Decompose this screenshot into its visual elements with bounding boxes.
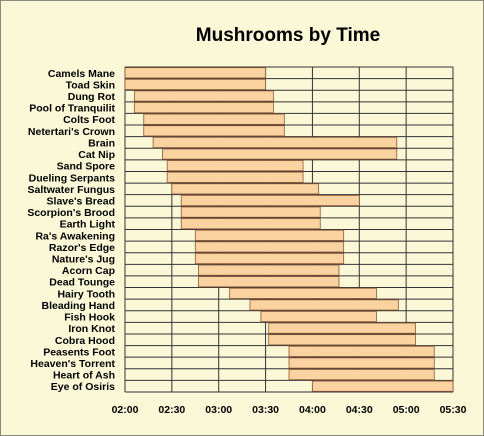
category-label: Iron Knot: [68, 323, 115, 335]
bar: [198, 264, 340, 276]
x-tick-label: 05:00: [393, 404, 420, 416]
bar: [166, 160, 304, 172]
category-label: Ra's Awakening: [35, 230, 115, 242]
category-label: Pool of Tranquilit: [29, 103, 115, 115]
bar: [180, 194, 360, 206]
category-label: Peasents Foot: [43, 346, 115, 358]
x-tick-label: 05:30: [440, 404, 467, 416]
bar: [229, 287, 377, 299]
bar: [249, 299, 399, 311]
bar: [194, 241, 345, 253]
category-label: Slave's Bread: [47, 195, 115, 207]
category-label: Brain: [88, 137, 115, 149]
category-label: Razor's Edge: [49, 242, 115, 254]
bar: [194, 253, 345, 265]
bar: [268, 322, 416, 334]
bar: [268, 334, 416, 346]
bar: [180, 206, 321, 218]
bar: [288, 345, 435, 357]
bar: [198, 276, 340, 288]
category-label: Netertari's Crown: [28, 126, 115, 138]
bar: [288, 357, 435, 369]
bar: [124, 67, 266, 79]
category-label: Cobra Hood: [55, 335, 115, 347]
category-label: Acorn Cap: [62, 265, 115, 277]
x-tick-label: 03:30: [252, 404, 279, 416]
category-label: Dead Tounge: [49, 277, 115, 289]
category-label: Sand Spore: [57, 161, 116, 173]
category-label: Saltwater Fungus: [27, 184, 115, 196]
category-label: Eye of Osiris: [51, 381, 115, 393]
bar: [180, 218, 321, 230]
plot-area: 02:00 02:30 03:00 03:30 04:00 04:30 05:00 05:30…: [27, 66, 467, 416]
x-tick-label: 04:30: [346, 404, 373, 416]
category-label: Colts Foot: [63, 114, 115, 126]
category-label: Hairy Tooth: [57, 288, 115, 300]
chart-title: Mushrooms by Time: [196, 25, 380, 46]
bar: [152, 136, 398, 148]
category-label: Fish Hook: [64, 312, 115, 324]
bar: [133, 102, 274, 114]
category-label: Dung Rot: [68, 91, 116, 103]
bar: [166, 171, 304, 183]
bar: [312, 380, 454, 392]
category-label: Earth Light: [60, 219, 116, 231]
bar: [124, 78, 266, 90]
x-tick-label: 03:00: [205, 404, 232, 416]
x-tick-label: 04:00: [299, 404, 326, 416]
category-label: Toad Skin: [66, 79, 115, 91]
bar: [143, 113, 285, 125]
category-label: Cat Nip: [78, 149, 115, 161]
bar: [133, 90, 274, 102]
category-label: Bleading Hand: [41, 300, 115, 312]
category-label: Scorpion's Brood: [27, 207, 115, 219]
x-tick-label: 02:00: [112, 404, 139, 416]
category-label: Dueling Serpants: [29, 172, 116, 184]
bar: [171, 183, 320, 195]
bar: [194, 229, 345, 241]
category-label: Nature's Jug: [52, 254, 115, 266]
category-label: Heart of Ash: [53, 370, 115, 382]
bar: [162, 148, 398, 160]
bar: [260, 311, 377, 323]
bar: [143, 125, 285, 137]
category-label: Camels Mane: [48, 68, 115, 80]
x-tick-label: 02:30: [158, 404, 185, 416]
category-label: Heaven's Torrent: [30, 358, 115, 370]
bar: [288, 369, 435, 381]
